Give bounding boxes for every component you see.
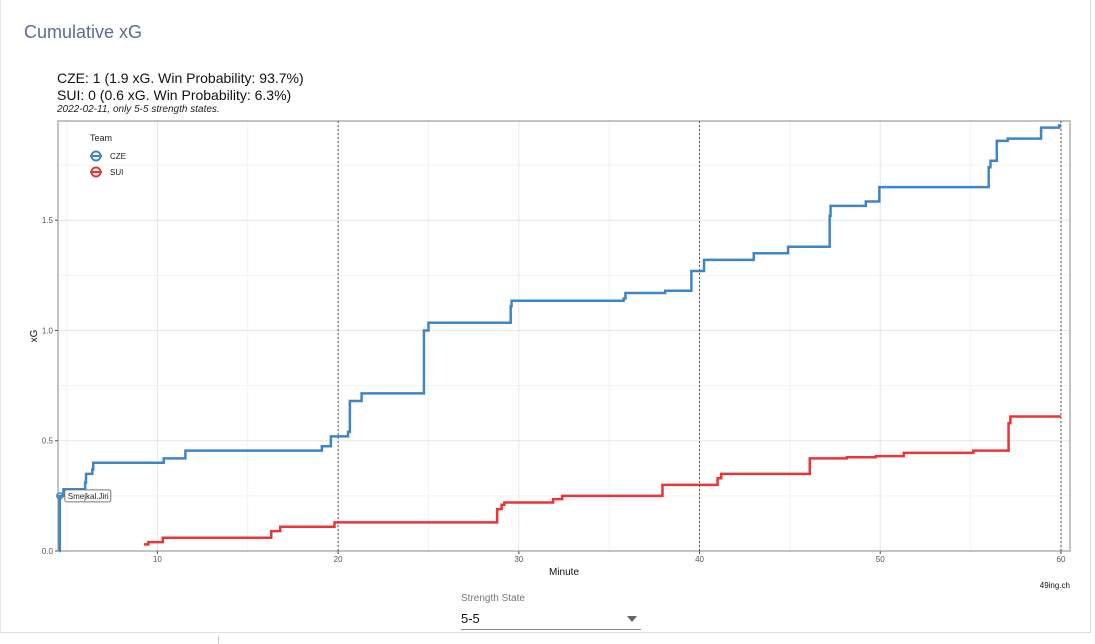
caption: 49ing.ch <box>1040 581 1070 590</box>
x-tick-label: 60 <box>1057 555 1066 564</box>
chart-subtitle: 2022-02-11, only 5-5 strength states. <box>57 104 220 115</box>
strength-state-value: 5-5 <box>461 611 480 626</box>
legend-label: SUI <box>110 168 123 177</box>
y-tick-label: 1.0 <box>42 326 54 335</box>
page-title: Cumulative xG <box>24 22 143 42</box>
x-tick-label: 40 <box>695 555 704 564</box>
divider <box>218 636 219 644</box>
x-tick-label: 20 <box>334 555 343 564</box>
legend-title: Team <box>90 133 112 143</box>
annotation-marker <box>56 492 64 500</box>
series-line-cze <box>58 124 1061 553</box>
x-tick-label: 50 <box>876 555 885 564</box>
chevron-down-icon <box>627 616 637 622</box>
panel-border <box>57 120 1071 552</box>
strength-state-label: Strength State <box>461 593 525 604</box>
x-tick-label: 10 <box>153 555 162 564</box>
chart-title-line-2: SUI: 0 (0.6 xG. Win Probability: 6.3%) <box>57 87 292 103</box>
annotation-box <box>64 489 112 503</box>
x-axis-label: Minute <box>549 567 579 578</box>
card-container <box>0 0 1091 633</box>
x-tick-label: 30 <box>514 555 523 564</box>
y-tick-label: 0.0 <box>42 547 54 556</box>
strength-state-select[interactable]: 5-5 <box>461 608 641 630</box>
annotation-label: Smejkal.Jiri <box>68 492 109 501</box>
y-axis-label: xG <box>29 329 40 342</box>
series-line-sui <box>143 415 1061 546</box>
legend-label: CZE <box>110 152 126 161</box>
y-tick-label: 0.5 <box>42 437 54 446</box>
chart-title-line-1: CZE: 1 (1.9 xG. Win Probability: 93.7%) <box>57 70 304 86</box>
y-tick-label: 1.5 <box>42 216 54 225</box>
